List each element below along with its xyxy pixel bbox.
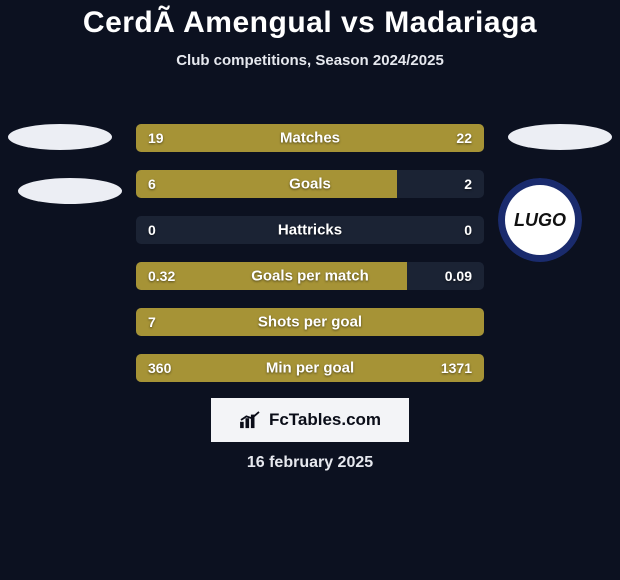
brand-badge: FcTables.com [211, 398, 409, 442]
stat-label: Goals [289, 176, 331, 193]
stat-row: Goals 6 2 [136, 170, 484, 198]
stat-value-left: 6 [148, 176, 156, 192]
stat-row: Min per goal 360 1371 [136, 354, 484, 382]
stat-value-left: 0 [148, 222, 156, 238]
stat-row: Hattricks 0 0 [136, 216, 484, 244]
stat-label: Min per goal [266, 360, 354, 377]
stat-fill-left [136, 354, 209, 382]
right-placeholder-oval-1 [508, 124, 612, 150]
stat-fill-left [136, 170, 397, 198]
subtitle: Club competitions, Season 2024/2025 [0, 52, 620, 69]
comparison-card: CerdÃ Amengual vs Madariaga Club competi… [0, 0, 620, 580]
stat-label: Hattricks [278, 222, 342, 239]
stat-value-right: 1371 [441, 360, 472, 376]
left-placeholder-oval-2 [18, 178, 122, 204]
stat-bars: Matches 19 22 Goals 6 2 Hattricks 0 0 Goals per m… [136, 124, 484, 400]
date-label: 16 february 2025 [247, 454, 373, 472]
stat-value-right: 22 [456, 130, 472, 146]
left-placeholder-oval-1 [8, 124, 112, 150]
stat-label: Matches [280, 130, 340, 147]
stat-value-right: 0.09 [445, 268, 472, 284]
stat-value-right: 2 [464, 176, 472, 192]
club-logo-text: LUGO [514, 210, 566, 231]
stat-label: Goals per match [251, 268, 369, 285]
chart-icon [239, 411, 261, 429]
stat-label: Shots per goal [258, 314, 362, 331]
stat-value-left: 0.32 [148, 268, 175, 284]
club-logo-ring: LUGO [498, 178, 582, 262]
page-title: CerdÃ Amengual vs Madariaga [0, 6, 620, 40]
right-club-logo: LUGO [498, 178, 582, 262]
stat-row: Shots per goal 7 [136, 308, 484, 336]
brand-text: FcTables.com [269, 410, 381, 430]
stat-value-left: 7 [148, 314, 156, 330]
stat-row: Goals per match 0.32 0.09 [136, 262, 484, 290]
stat-value-left: 19 [148, 130, 164, 146]
stat-value-left: 360 [148, 360, 171, 376]
stat-value-right: 0 [464, 222, 472, 238]
stat-row: Matches 19 22 [136, 124, 484, 152]
